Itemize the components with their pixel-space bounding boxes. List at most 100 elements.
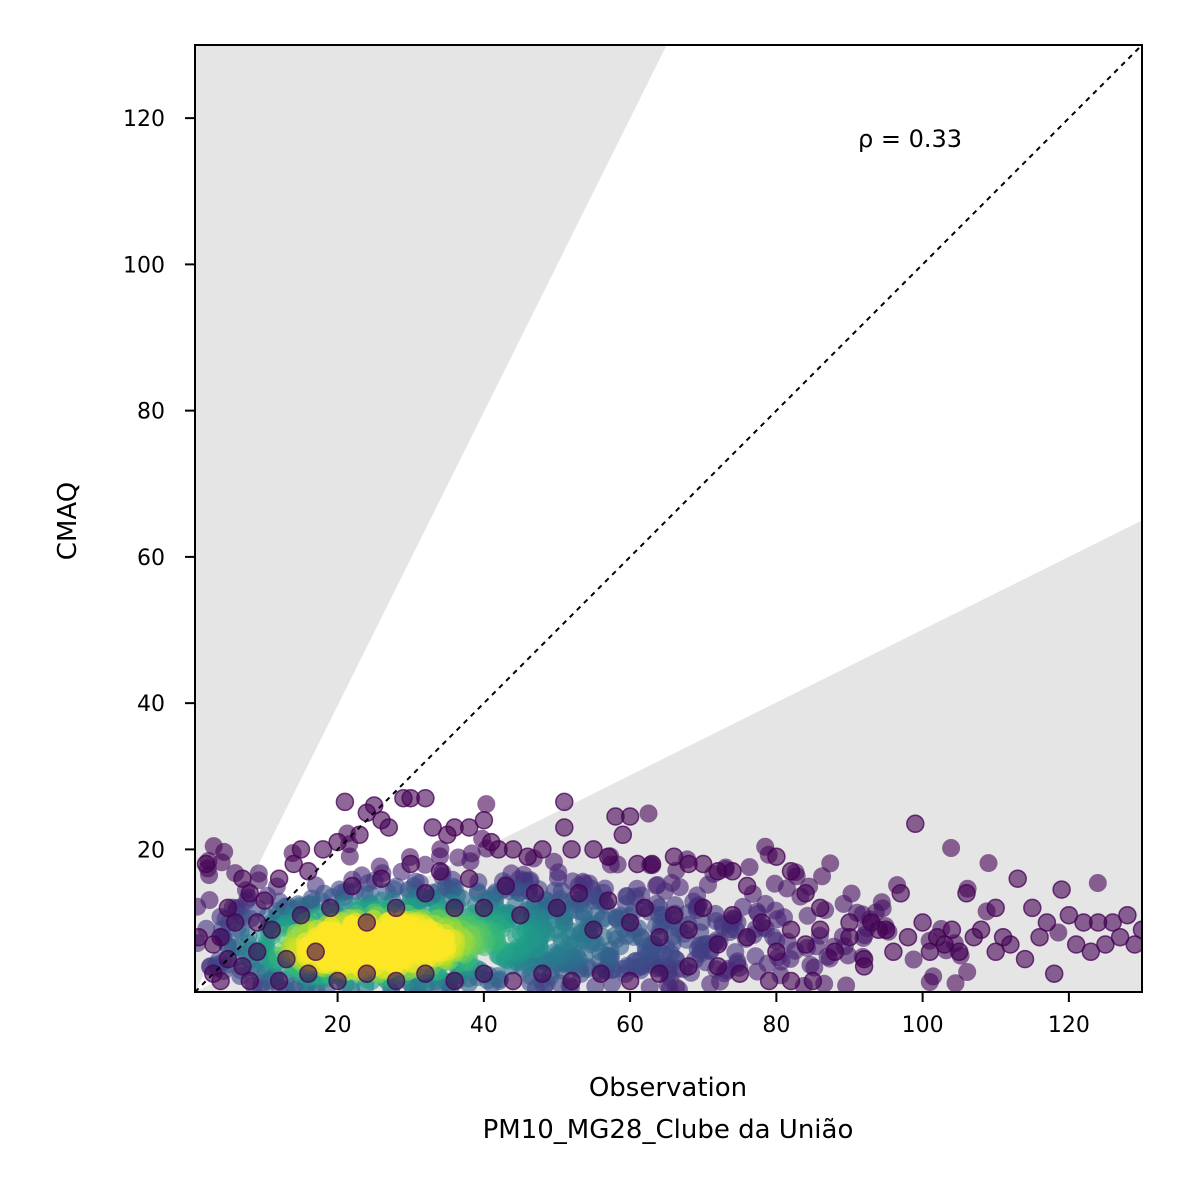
density-point bbox=[416, 855, 435, 874]
density-point bbox=[431, 847, 449, 866]
scatter-point bbox=[496, 876, 516, 896]
scatter-points bbox=[195, 788, 1142, 991]
scatter-point bbox=[1125, 935, 1142, 954]
y-axis-label: CMAQ bbox=[53, 482, 83, 560]
scatter-point bbox=[584, 920, 603, 940]
plot-area bbox=[195, 45, 1142, 992]
scatter-point bbox=[708, 935, 728, 954]
density-point bbox=[507, 927, 526, 946]
density-point bbox=[746, 947, 765, 966]
scatter-point bbox=[225, 913, 245, 932]
scatter-point bbox=[474, 964, 494, 983]
scatter-point bbox=[1044, 964, 1064, 983]
scatter-point bbox=[620, 971, 640, 991]
scatter-point bbox=[386, 971, 406, 991]
scatter-point bbox=[335, 792, 355, 812]
scatter-point bbox=[1103, 913, 1122, 932]
scatter-point bbox=[1118, 905, 1137, 925]
scatter-point bbox=[445, 898, 464, 918]
density-point bbox=[924, 967, 943, 986]
scatter-point bbox=[957, 884, 976, 903]
scatter-point bbox=[503, 971, 523, 991]
x-tick-label: 100 bbox=[902, 1013, 944, 1038]
scatter-point bbox=[423, 818, 442, 837]
scatter-point bbox=[650, 964, 669, 983]
density-point bbox=[801, 956, 820, 974]
x-tick-label: 60 bbox=[616, 1013, 644, 1038]
scatter-point bbox=[620, 807, 640, 826]
scatter-point bbox=[240, 884, 260, 903]
density-point bbox=[655, 882, 674, 901]
correlation-annotation: ρ = 0.33 bbox=[858, 125, 962, 153]
scatter-point bbox=[1023, 898, 1042, 918]
scatter-point bbox=[723, 905, 742, 925]
scatter-point bbox=[533, 840, 552, 859]
scatter-point bbox=[664, 905, 684, 925]
scatter-point bbox=[299, 964, 318, 983]
scatter-point bbox=[262, 920, 282, 940]
scatter-point bbox=[693, 854, 713, 874]
scatter-point bbox=[1110, 927, 1130, 947]
scatter-point bbox=[898, 927, 918, 947]
scatter-point bbox=[269, 971, 289, 991]
scatter-point bbox=[803, 971, 823, 991]
scatter-point bbox=[1052, 880, 1071, 899]
x-axis-sublabel: PM10_MG28_Clube da União bbox=[483, 1115, 854, 1145]
scatter-point bbox=[1037, 913, 1057, 932]
y-tick-label: 40 bbox=[137, 692, 165, 717]
scatter-point bbox=[781, 920, 801, 940]
scatter-point bbox=[211, 971, 230, 991]
scatter-point bbox=[284, 854, 303, 874]
density-point bbox=[670, 878, 689, 897]
scatter-point bbox=[591, 964, 611, 983]
x-axis-ticks: 20 40 60 80 100 120 bbox=[324, 992, 1090, 1038]
density-point bbox=[212, 853, 231, 872]
density-point bbox=[958, 963, 977, 981]
scatter-point bbox=[650, 927, 669, 947]
scatter-point bbox=[584, 840, 603, 859]
scatter-point bbox=[620, 913, 640, 932]
scatter-point bbox=[247, 942, 267, 962]
scatter-point bbox=[430, 862, 450, 881]
density-point bbox=[340, 847, 359, 866]
scatter-point bbox=[796, 884, 815, 903]
scatter-point bbox=[723, 862, 742, 881]
scatter-point bbox=[204, 935, 223, 954]
scatter-point bbox=[306, 942, 325, 962]
scatter-point bbox=[196, 854, 216, 874]
density-point bbox=[942, 839, 961, 857]
x-tick-label: 120 bbox=[1048, 1013, 1090, 1038]
scatter-point bbox=[518, 847, 537, 866]
x-tick-label: 40 bbox=[470, 1013, 498, 1038]
upper-shaded-band bbox=[195, 45, 667, 992]
scatter-point bbox=[986, 942, 1005, 962]
scatter-point bbox=[1030, 927, 1049, 947]
density-point bbox=[639, 804, 658, 823]
scatter-point bbox=[313, 840, 333, 859]
density-point bbox=[640, 978, 659, 992]
scatter-point bbox=[869, 920, 888, 940]
scatter-point bbox=[752, 913, 771, 932]
scatter-point bbox=[1008, 869, 1027, 888]
scatter-point bbox=[321, 898, 340, 918]
density-point bbox=[1088, 874, 1107, 892]
density-point bbox=[726, 943, 745, 962]
scatter-point bbox=[445, 971, 464, 991]
density-point bbox=[740, 858, 759, 877]
scatter-point bbox=[357, 964, 377, 983]
scatter-point bbox=[328, 971, 347, 991]
density-point bbox=[195, 897, 207, 916]
scatter-point bbox=[693, 898, 713, 918]
scatter-point bbox=[781, 862, 801, 881]
scatter-point bbox=[942, 920, 962, 940]
scatter-point bbox=[357, 913, 377, 932]
scatter-point bbox=[635, 898, 654, 918]
density-point bbox=[778, 879, 796, 898]
scatter-point bbox=[562, 840, 581, 859]
scatter-point bbox=[459, 869, 479, 888]
scatter-point bbox=[1001, 935, 1020, 954]
scatter-point bbox=[511, 905, 530, 925]
scatter-point bbox=[935, 935, 954, 954]
density-point bbox=[904, 950, 923, 969]
scatter-point bbox=[386, 898, 406, 918]
